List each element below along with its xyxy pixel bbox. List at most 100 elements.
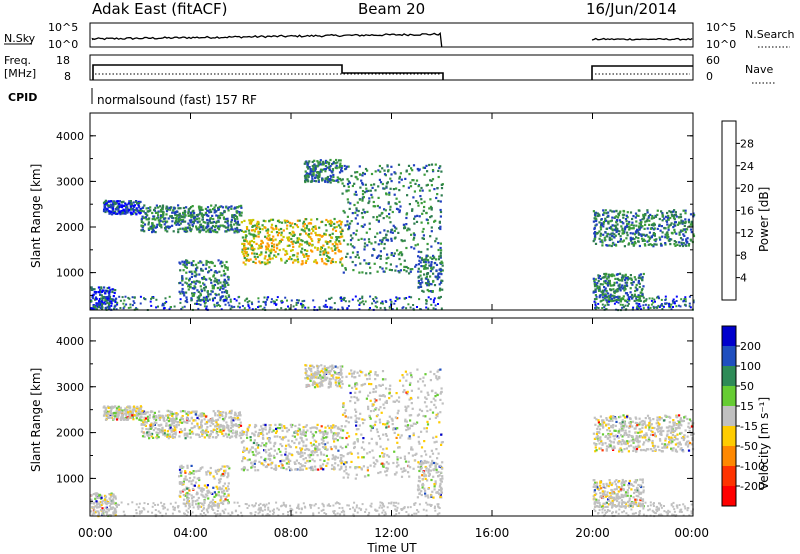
data-cell <box>304 306 307 309</box>
data-cell <box>240 204 243 207</box>
data-cell <box>673 301 676 304</box>
data-cell <box>657 295 660 298</box>
data-cell <box>250 229 253 232</box>
data-cell <box>250 244 253 247</box>
data-cell <box>101 306 104 309</box>
data-cell <box>361 295 364 298</box>
data-cell <box>90 494 93 497</box>
data-cell <box>613 296 616 299</box>
data-cell <box>220 205 223 208</box>
data-cell <box>181 279 184 282</box>
data-cell <box>308 229 311 232</box>
data-cell <box>222 426 225 429</box>
data-cell <box>332 160 336 163</box>
data-cell <box>622 306 625 309</box>
data-cell <box>343 184 346 188</box>
data-cell <box>311 177 314 180</box>
data-cell <box>217 259 220 262</box>
data-cell <box>684 220 687 223</box>
data-cell <box>146 214 149 217</box>
data-cell <box>159 208 163 211</box>
data-cell <box>258 451 261 454</box>
data-cell <box>681 238 684 241</box>
data-cell <box>632 243 635 246</box>
data-cell <box>615 298 618 301</box>
data-cell <box>287 443 290 446</box>
data-cell <box>339 454 342 457</box>
data-cell <box>236 217 239 220</box>
data-cell <box>258 231 262 234</box>
data-cell <box>639 305 642 308</box>
data-cell <box>181 215 184 219</box>
data-cell <box>213 477 216 480</box>
data-cell <box>433 297 436 300</box>
data-cell <box>325 299 328 302</box>
data-cell <box>379 170 382 173</box>
data-cell <box>398 257 401 261</box>
data-cell <box>385 233 388 237</box>
data-cell <box>671 299 674 302</box>
data-cell <box>172 230 175 233</box>
data-cell <box>601 303 604 306</box>
data-cell <box>114 510 118 513</box>
data-cell <box>642 285 645 288</box>
data-cell <box>211 287 214 290</box>
data-cell <box>432 301 435 304</box>
data-cell <box>188 226 191 229</box>
data-cell <box>656 306 659 309</box>
data-cell <box>213 264 216 267</box>
data-cell <box>647 239 651 242</box>
data-cell <box>292 261 295 264</box>
data-cell <box>302 429 305 432</box>
data-cell <box>599 232 602 235</box>
data-cell <box>316 218 319 221</box>
data-cell <box>613 295 616 298</box>
data-cell <box>264 460 267 463</box>
data-cell <box>605 235 608 238</box>
data-cell <box>312 167 315 170</box>
data-cell <box>675 295 678 298</box>
data-cell <box>425 306 428 309</box>
data-cell <box>393 302 396 305</box>
data-cell <box>623 213 626 216</box>
data-cell <box>314 449 317 452</box>
data-cell <box>637 307 640 310</box>
data-cell <box>155 306 158 309</box>
data-cell <box>179 418 182 422</box>
data-cell <box>245 430 248 433</box>
data-cell <box>165 424 168 427</box>
data-cell <box>403 297 406 300</box>
data-cell <box>384 300 387 302</box>
data-cell <box>103 207 106 210</box>
data-cell <box>385 182 389 185</box>
data-cell <box>282 229 285 232</box>
data-cell <box>267 448 270 451</box>
data-cell <box>280 227 283 231</box>
data-cell <box>186 414 190 417</box>
data-cell <box>188 224 191 227</box>
data-cell <box>605 272 608 275</box>
data-cell <box>200 289 203 293</box>
data-cell <box>95 291 98 294</box>
data-cell <box>106 301 109 304</box>
data-cell <box>260 253 263 256</box>
data-cell <box>208 436 211 439</box>
data-cell <box>113 201 116 204</box>
data-cell <box>225 421 228 424</box>
data-cell <box>197 417 200 421</box>
data-cell <box>646 209 649 212</box>
data-cell <box>209 419 212 422</box>
data-cell <box>193 285 196 288</box>
data-cell <box>629 287 632 290</box>
data-cell <box>165 300 168 303</box>
data-cell <box>391 210 394 214</box>
data-cell <box>110 495 113 498</box>
data-cell <box>315 427 319 430</box>
data-cell <box>171 220 174 223</box>
data-cell <box>261 427 264 430</box>
data-cell <box>623 286 626 289</box>
data-cell <box>434 261 437 265</box>
data-cell <box>108 293 111 296</box>
data-cell <box>432 272 435 275</box>
data-cell <box>624 292 628 295</box>
